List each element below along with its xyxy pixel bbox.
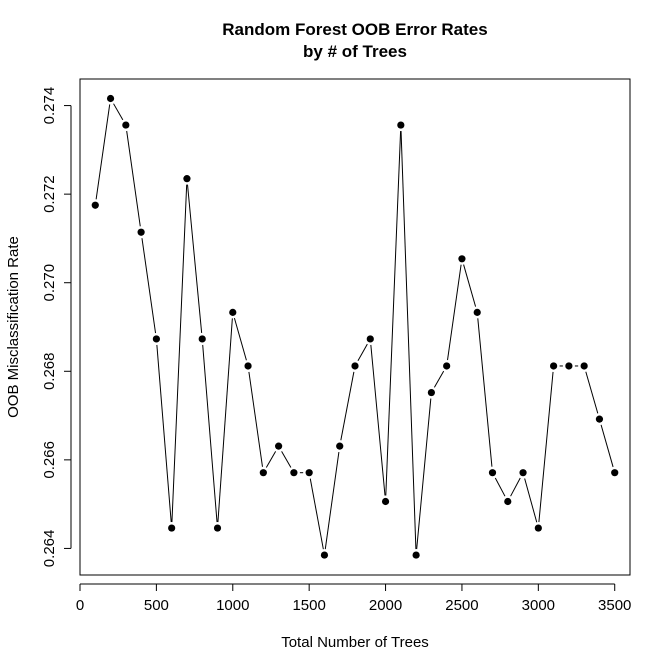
series-segment [477,318,493,467]
x-tick-label: 3000 [522,597,555,614]
data-point [611,469,619,477]
x-axis: 0 500 1000 1500 2000 2500 3000 3500 [76,583,631,614]
series-segment [141,238,157,334]
data-point [534,524,542,532]
data-point [229,308,237,316]
x-tick-label: 2000 [369,597,402,614]
data-point [595,415,604,423]
data-point [351,362,359,370]
data-point [168,524,176,532]
data-point [565,362,573,370]
data-point [259,469,267,477]
data-point [443,362,451,370]
series-segment [265,451,277,468]
plot-frame [79,78,631,576]
y-tick-label: 0.268 [41,353,58,391]
series-segment [113,103,124,121]
y-tick-label: 0.270 [41,264,58,302]
y-axis-label: OOB Misclassification Rate [5,236,22,418]
data-point [213,524,222,532]
data-point [381,497,390,506]
x-tick-label: 1500 [292,597,325,614]
data-point [580,362,588,370]
series-segment [309,478,324,550]
data-point [183,175,191,183]
x-tick-label: 1000 [216,597,249,614]
series-segment [385,131,402,496]
data-point [519,469,527,477]
series-segment [538,371,554,523]
y-tick-label: 0.266 [41,441,58,479]
series-segment [510,477,521,497]
series-segment [187,184,203,334]
y-tick-label: 0.264 [41,530,58,568]
data-point [473,308,481,316]
x-tick-label: 3500 [598,597,631,614]
series-segment [202,344,218,523]
series-segment [95,104,111,200]
series-segment [357,343,368,361]
data-point [275,442,283,450]
data-point [91,201,99,209]
series-segment [370,344,386,496]
data-point [305,469,313,477]
series-segment [433,370,445,388]
series-segment [524,478,538,523]
series-segment [340,371,355,441]
series-segment [171,184,188,523]
series-segment [494,477,506,497]
x-axis-label: Total Number of Trees [281,634,429,651]
y-tick-label: 0.272 [41,175,58,213]
y-axis: 0.264 0.266 0.268 0.270 0.272 0.274 [41,87,72,568]
series-segment [156,344,172,523]
series-segment [400,131,417,550]
data-point [320,551,329,559]
data-point [412,551,420,559]
series-segment [463,264,477,307]
data-point [458,255,466,263]
series-oob-error [91,94,619,559]
data-point [198,335,206,343]
series-segment [248,371,263,467]
series-segment [447,264,462,361]
series-segment [585,371,599,414]
x-tick-label: 500 [144,597,169,614]
chart-title-line2: by # of Trees [303,42,407,61]
data-point [244,362,252,370]
series-segment [416,398,432,550]
series-segment [324,452,340,550]
data-point [427,388,435,397]
data-point [336,442,344,450]
series-segment [126,130,141,227]
series-segment [233,318,247,361]
data-point [122,121,130,129]
data-point [397,121,405,129]
series-segment [281,451,292,468]
data-point [106,94,115,103]
y-tick-label: 0.274 [41,87,58,125]
chart-title: Random Forest OOB Error Rates by # of Tr… [222,20,487,61]
series-segment [600,424,614,468]
data-point [366,335,374,343]
data-point [290,469,298,477]
data-point [550,362,558,370]
x-tick-label: 0 [76,597,84,614]
x-tick-label: 2500 [445,597,478,614]
chart-title-line1: Random Forest OOB Error Rates [222,20,487,39]
data-point [504,497,512,506]
data-point [488,469,497,477]
data-point [137,228,145,236]
series-segment [217,318,233,523]
data-point [152,335,160,343]
